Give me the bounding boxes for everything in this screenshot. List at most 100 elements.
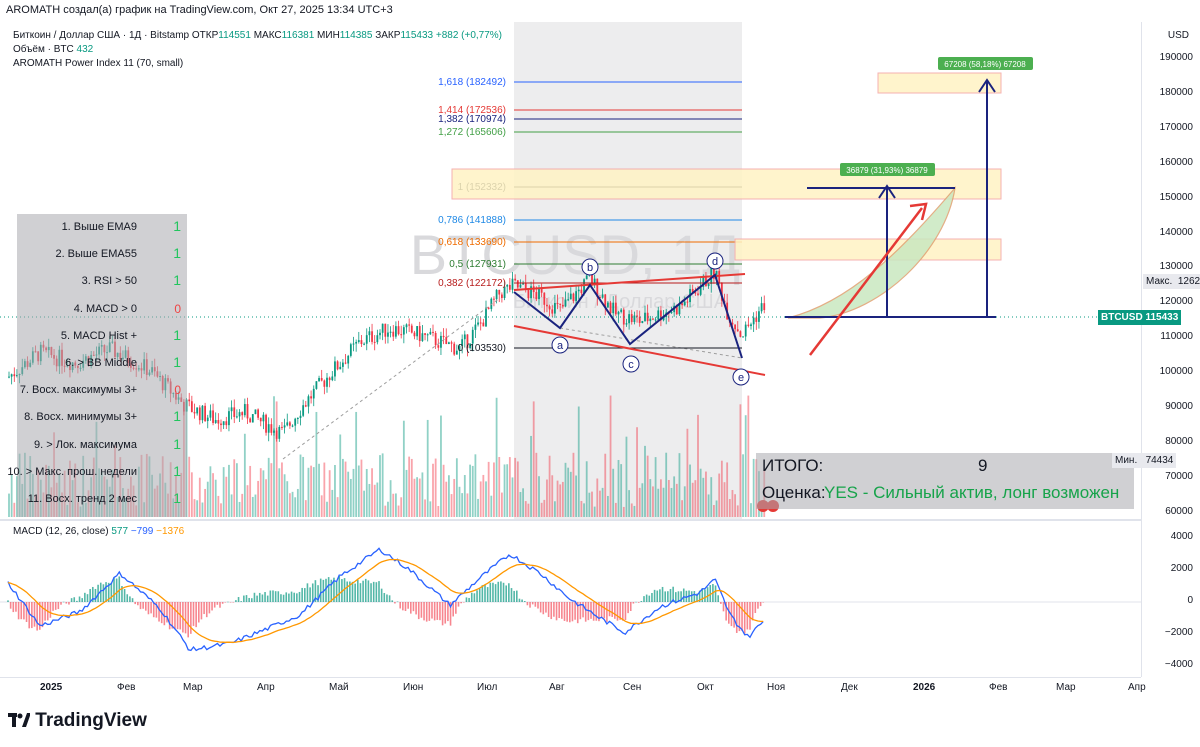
volume-bar xyxy=(267,457,270,517)
macd-tick: −2000 xyxy=(1164,627,1193,638)
tradingview-logo-icon xyxy=(8,711,31,727)
candle-body xyxy=(307,396,310,407)
macd-histogram-bar xyxy=(709,585,712,602)
macd-histogram-bar xyxy=(722,602,725,612)
candle-body xyxy=(511,278,514,290)
volume-bar xyxy=(16,476,18,517)
volume-bar xyxy=(638,487,641,517)
macd-histogram-bar xyxy=(142,602,144,609)
macd-legend[interactable]: MACD (12, 26, close) 577 −799 −1376 xyxy=(13,526,184,537)
volume-bar xyxy=(508,457,511,517)
macd-histogram-bar xyxy=(28,602,30,629)
macd-histogram-bar xyxy=(494,584,497,602)
macd-histogram-bar xyxy=(743,602,746,634)
macd-histogram-bar xyxy=(693,591,696,602)
macd-histogram-bar xyxy=(531,602,534,605)
candle-body xyxy=(315,381,318,389)
time-tick: Мар xyxy=(1056,682,1076,693)
candle-body xyxy=(376,335,379,343)
macd-histogram-bar xyxy=(235,600,237,602)
candle-body xyxy=(612,302,615,314)
candle-body xyxy=(437,345,440,348)
volume-bar xyxy=(201,502,204,517)
candle-body xyxy=(360,340,363,345)
macd-histogram-bar xyxy=(404,602,407,612)
volume-bar xyxy=(556,480,559,517)
macd-histogram-bar xyxy=(137,602,139,606)
checklist-row: 7. Восх. максимумы 3+ 0 xyxy=(17,379,187,403)
candle-body xyxy=(243,404,246,416)
macd-histogram-bar xyxy=(76,600,78,602)
volume-bar xyxy=(622,506,625,517)
candle-body xyxy=(445,337,448,345)
candle-body xyxy=(363,343,365,345)
price-axis[interactable]: USD 190000 180000 170000 160000 150000 140000… xyxy=(1141,22,1200,677)
macd-histogram-bar xyxy=(728,602,730,624)
volume-bar xyxy=(601,487,604,517)
volume-bar xyxy=(299,454,302,517)
volume-bar xyxy=(482,474,485,517)
candle-body xyxy=(657,310,660,320)
volume-bar xyxy=(437,505,440,517)
macd-histogram-bar xyxy=(468,597,470,602)
macd-histogram-bar xyxy=(561,602,563,619)
checklist-label: 8. Восх. минимумы 3+ xyxy=(24,411,137,424)
triangle-lower-line xyxy=(513,325,766,376)
volume-bar xyxy=(222,467,225,517)
volume-bar xyxy=(259,468,262,517)
min-price-label: Мин. 74434 xyxy=(1112,453,1177,468)
candle-body xyxy=(628,314,630,324)
candle-body xyxy=(577,289,580,292)
macd-histogram-bar xyxy=(637,602,640,603)
indicator-legend[interactable]: AROMATH Power Index 11 (70, small) xyxy=(13,58,184,69)
macd-histogram-bar xyxy=(78,596,81,602)
candle-body xyxy=(10,374,13,377)
macd-histogram-bar xyxy=(391,600,394,602)
macd-histogram-bar xyxy=(410,602,412,614)
volume-bar xyxy=(649,479,652,517)
checklist-row: 1. Выше EMA9 1 xyxy=(17,216,187,240)
volume-bar xyxy=(718,473,721,517)
macd-tick: 2000 xyxy=(1170,563,1193,574)
candle-body xyxy=(636,315,638,317)
volume-bar xyxy=(246,485,249,517)
wave-point-marker xyxy=(622,355,640,373)
candle-body xyxy=(495,289,498,300)
volume-bar xyxy=(652,486,654,517)
volume-bar xyxy=(527,503,530,517)
volume-bar xyxy=(662,487,665,517)
macd-histogram-bar xyxy=(635,601,637,603)
candle-body xyxy=(522,283,524,285)
candle-body xyxy=(535,292,538,300)
candle-body xyxy=(585,275,588,280)
volume-legend[interactable]: Объём · BTC 432 xyxy=(13,44,93,55)
symbol-legend[interactable]: Биткоин / Доллар США · 1Д · Bitstamp ОТК… xyxy=(13,30,502,41)
volume-bar xyxy=(569,471,572,517)
macd-histogram-bar xyxy=(94,588,97,602)
macd-histogram-bar xyxy=(25,602,28,622)
tradingview-logo[interactable]: TradingView xyxy=(8,710,147,732)
volume-bar xyxy=(328,470,331,517)
candle-body xyxy=(715,271,718,279)
volume-bar xyxy=(593,506,596,517)
volume-bar xyxy=(614,502,617,517)
macd-histogram-bar xyxy=(396,601,399,603)
target-zone-3 xyxy=(877,72,1002,94)
volume-bar xyxy=(458,486,461,517)
checklist-value: 1 xyxy=(173,490,181,506)
volume-bar xyxy=(270,463,273,517)
macd-histogram-bar xyxy=(444,602,447,624)
macd-histogram-bar xyxy=(640,600,643,602)
volume-bar xyxy=(323,462,326,517)
volume-bar xyxy=(503,464,506,517)
candle-body xyxy=(461,339,464,346)
candle-body xyxy=(453,343,456,355)
price-tick: 60000 xyxy=(1165,505,1193,517)
checklist-value: 1 xyxy=(173,218,181,234)
time-axis[interactable]: 2025 Фев Мар Апр Май Июн Июл Авг Сен Окт Ноя Дек 202… xyxy=(0,677,1146,700)
macd-histogram-bar xyxy=(362,580,364,602)
symbol-name[interactable]: Биткоин / Доллар США · 1Д · Bitstamp xyxy=(13,30,190,41)
volume-bar xyxy=(198,477,201,517)
candle-body xyxy=(678,303,681,315)
macd-histogram-bar xyxy=(298,591,301,602)
